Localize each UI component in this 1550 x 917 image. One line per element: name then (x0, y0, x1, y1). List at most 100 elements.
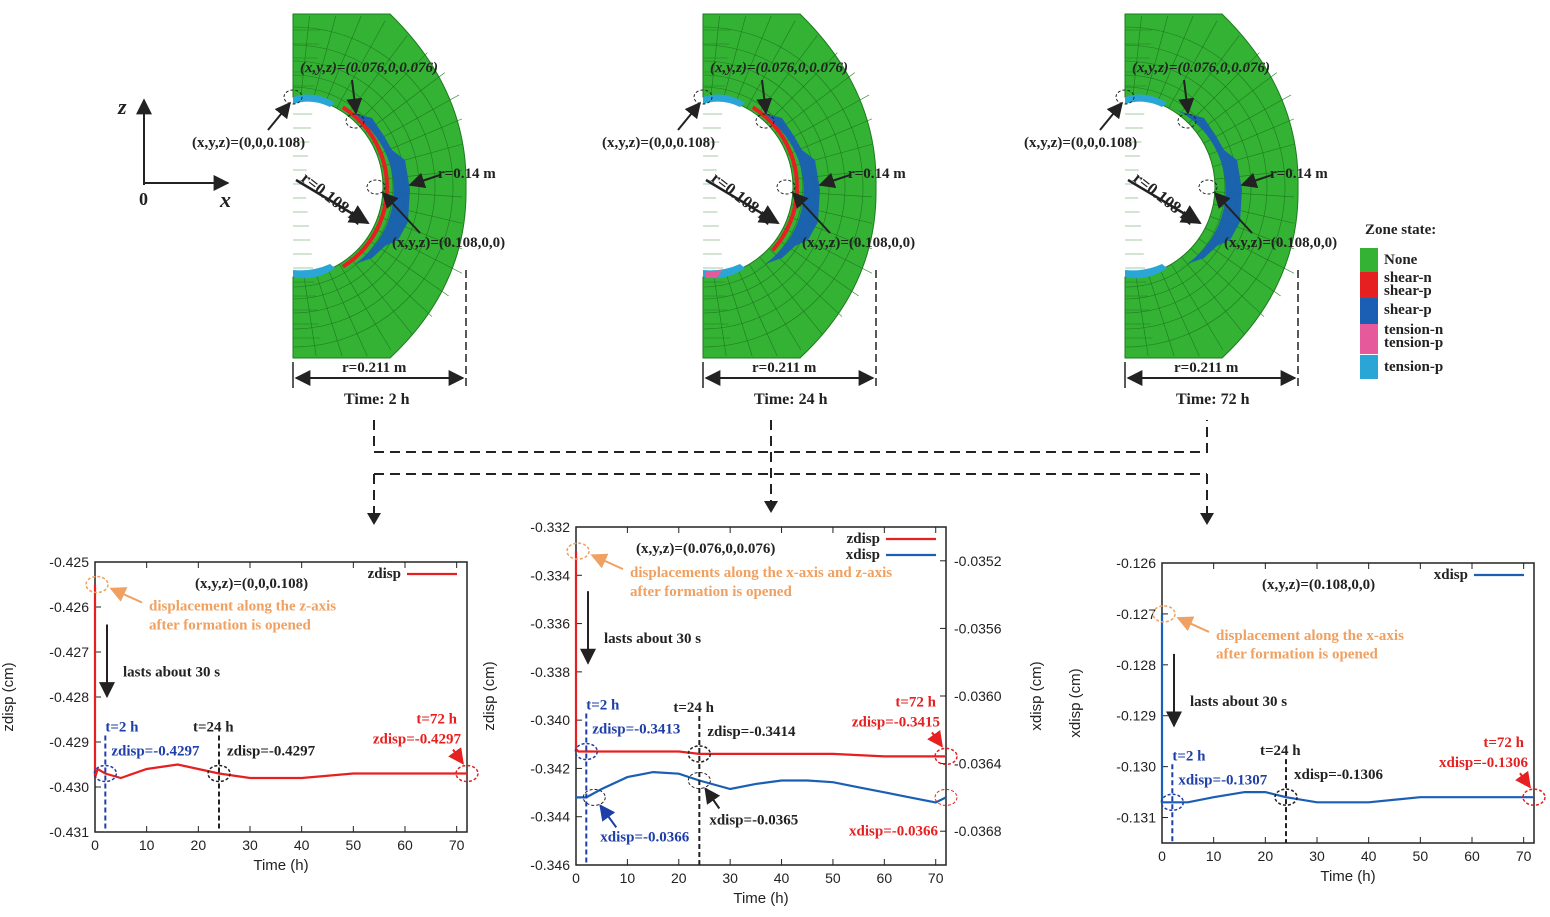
legend-title: Zone state: (1365, 222, 1436, 238)
x-tick-label: 0 (91, 837, 99, 853)
y-tick-label: -0.346 (530, 857, 570, 873)
mesh-radial-line (722, 15, 747, 100)
x-tick-label: 40 (774, 870, 790, 886)
x-tick-label: 10 (1206, 848, 1222, 864)
mesh-radial-line (1196, 72, 1277, 134)
y2-tick-label: -0.0368 (954, 823, 1002, 839)
label-left-point: (x,y,z)=(0,0,0.108) (602, 135, 715, 151)
label-v72: xdisp=-0.1306 (1439, 755, 1528, 771)
label-t2: t=2 h (586, 698, 620, 714)
mesh-radial-line (1171, 263, 1224, 351)
legend-label-line: tension-p (1384, 335, 1443, 351)
y-tick-label: -0.338 (530, 664, 570, 680)
y-tick-label: -0.427 (49, 644, 89, 660)
label-v2: zdisp=-0.3413 (592, 722, 680, 738)
model-panel-3: (x,y,z)=(0.076,0,0.076) (x,y,z)=(0,0,0.10… (1024, 13, 1337, 408)
mesh-radial-line (713, 276, 727, 357)
y-tick-label: -0.128 (1116, 657, 1156, 673)
mesh-arc (292, 26, 454, 348)
marker-t72 (455, 764, 479, 783)
chart-panels: 0 10 20 30 40 50 60 70 -0.425 -0.426 -0.427 -0.428 -… (0, 519, 1546, 907)
label-shear-radius: r=0.14 m (1270, 166, 1328, 182)
shear-p-zone (1165, 105, 1242, 270)
mesh-radial-line (1144, 15, 1169, 100)
label-t24: t=24 h (1260, 743, 1301, 759)
point-marker-left (1115, 89, 1135, 105)
y-axis-label: zdisp (cm) (0, 662, 17, 731)
arrow-inner-radius (705, 178, 780, 225)
x-axis-label: Time (h) (1320, 868, 1375, 885)
legend-label: shear-p (1384, 302, 1432, 318)
model-panels: (x,y,z)=(0.076,0,0.076) (x,y,z)=(0,0,0.10… (192, 13, 1337, 408)
mesh-radial-line (734, 15, 772, 104)
shear-n-zone (341, 105, 389, 269)
tension-n-zone (706, 270, 722, 278)
mesh-arc (702, 44, 846, 330)
origin-note: displacement along the z-axis after forma… (149, 599, 336, 634)
mesh-radial-line (371, 94, 460, 144)
marker-t24 (207, 764, 231, 783)
duration-label: lasts about 30 s (1190, 694, 1287, 710)
tension-p-strip-top (703, 94, 745, 107)
y-tick-label: -0.342 (530, 760, 570, 776)
y-tick-label: -0.426 (49, 599, 89, 615)
label-outer-radius: r=0.211 m (752, 360, 817, 376)
x-tick-label: 50 (825, 870, 841, 886)
label-v72: zdisp=-0.4297 (373, 732, 462, 748)
y2-axis-label: xdisp (cm) (1028, 661, 1045, 730)
mesh-radial-line (1181, 256, 1245, 335)
marker-t2 (574, 742, 599, 761)
legend-swatch (1360, 298, 1378, 324)
y-tick-label: -0.334 (530, 567, 570, 583)
legend-label-zdisp: zdisp (847, 531, 880, 547)
arrow-mid-point (1213, 191, 1253, 234)
point-marker-left (283, 89, 303, 105)
mesh-radial-line (737, 269, 778, 357)
marker-t72 (1522, 788, 1546, 806)
x-tick-label: 10 (620, 870, 636, 886)
legend-label-xdisp: xdisp (846, 547, 880, 563)
duration-label: lasts about 30 s (604, 631, 701, 647)
connector-arrowhead (764, 501, 778, 513)
origin-note-line: after formation is opened (149, 617, 311, 633)
marker-t24 (687, 745, 712, 763)
label-v24: xdisp=-0.1306 (1294, 767, 1383, 783)
label-xdisp-24: xdisp=-0.0365 (709, 813, 798, 829)
series-line-xdisp (1160, 613, 1534, 804)
label-time: Time: 72 h (1176, 391, 1250, 408)
mesh-radial-line (749, 263, 802, 351)
mesh-radial-line (1159, 269, 1200, 357)
mesh-radial-line (356, 52, 428, 124)
x-axis-label: Time (h) (253, 857, 308, 874)
legend-label: shear-n shear-p (1384, 270, 1432, 299)
y-tick-label: -0.428 (49, 689, 89, 705)
legend-label-zdisp: zdisp (368, 566, 401, 582)
mesh-radial-line (1132, 15, 1142, 98)
mesh-radial-line (774, 72, 855, 134)
label-v2: xdisp=-0.1307 (1178, 772, 1267, 788)
arrow-top-point (346, 79, 363, 115)
arrow-t72 (927, 729, 943, 748)
mesh-radial-line (1135, 276, 1149, 357)
x-tick-label: 30 (1309, 848, 1325, 864)
legend-label-xdisp: xdisp (1434, 567, 1468, 583)
y-tick-label: -0.431 (49, 824, 89, 840)
marker-b2 (582, 788, 606, 806)
point-label: (x,y,z)=(0,0,0.108) (195, 576, 308, 592)
x-tick-label: 70 (449, 837, 465, 853)
arrow-inner-radius (1127, 178, 1202, 225)
label-outer-radius: r=0.211 m (1174, 360, 1239, 376)
arrow-mid-point (791, 191, 831, 234)
series-line-zdisp (93, 584, 467, 780)
label-t24: t=24 h (673, 700, 714, 716)
axes-icon: z x 0 (117, 94, 231, 212)
label-t72: t=72 h (1483, 735, 1524, 751)
z-axis-label: z (117, 94, 127, 119)
arrow-t72 (1515, 770, 1531, 789)
mesh-radial-line (766, 52, 838, 124)
label-xdisp-2: xdisp=-0.0366 (600, 829, 689, 845)
mesh-radial-line (336, 20, 386, 109)
label-mid-point: (x,y,z)=(0.108,0,0) (392, 235, 505, 251)
arrow-left-point (677, 101, 702, 131)
origin-note-line: displacement along the z-axis (149, 599, 336, 615)
